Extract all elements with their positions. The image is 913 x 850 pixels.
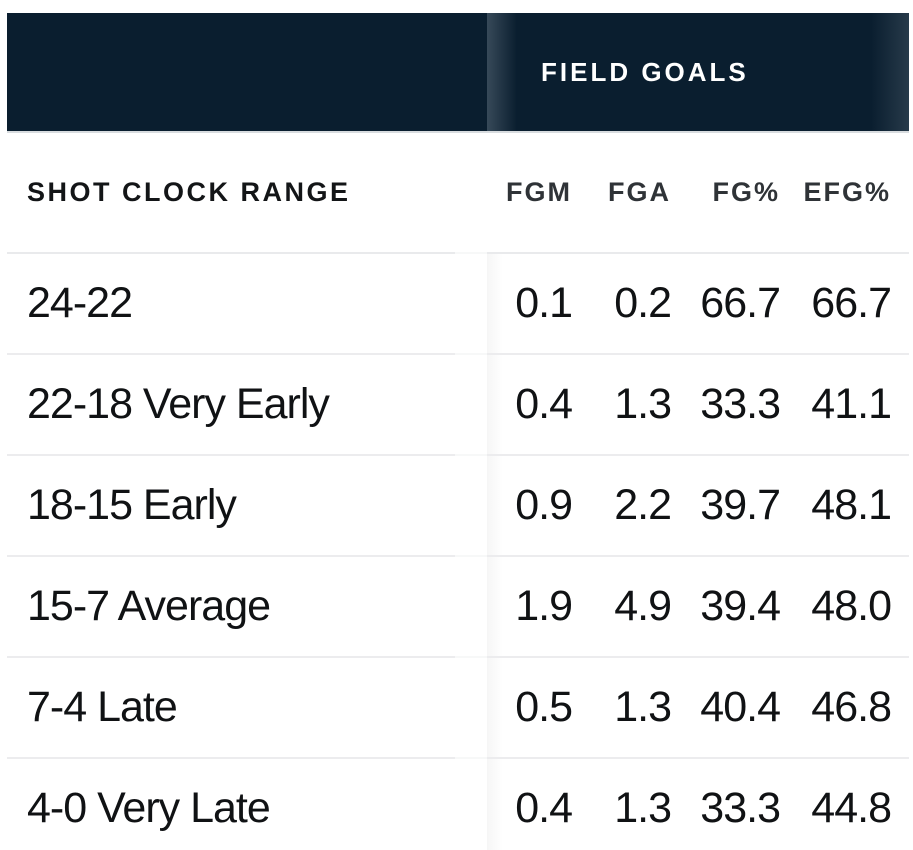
cell-fga: 1.3 <box>614 683 672 731</box>
table-row: 15-7 Average 1.9 4.9 39.4 48.0 <box>7 557 909 658</box>
cell-fga: 2.2 <box>614 481 672 529</box>
row-stats-cell: 0.9 2.2 39.7 48.1 <box>487 456 909 557</box>
cell-efg-pct: 46.8 <box>811 683 892 731</box>
cell-efg-pct: 41.1 <box>811 380 892 428</box>
cell-fga: 1.3 <box>614 784 672 832</box>
cell-fga: 4.9 <box>614 582 672 630</box>
group-header-gap <box>455 13 487 133</box>
col-header-fg-pct[interactable]: FG% <box>712 177 780 207</box>
row-stats-cell: 0.4 1.3 33.3 41.1 <box>487 355 909 456</box>
cell-fga: 1.3 <box>614 380 672 428</box>
cell-fg-pct: 40.4 <box>700 683 781 731</box>
row-label: 15-7 Average <box>27 582 271 630</box>
row-stats-cell: 0.4 1.3 33.3 44.8 <box>487 759 909 850</box>
table-row: 24-22 0.1 0.2 66.7 66.7 <box>7 254 909 355</box>
table-row: 7-4 Late 0.5 1.3 40.4 46.8 <box>7 658 909 759</box>
column-gap <box>455 133 487 254</box>
row-label: 22-18 Very Early <box>27 380 330 428</box>
cell-fg-pct: 33.3 <box>700 784 781 832</box>
cell-fg-pct: 33.3 <box>700 380 781 428</box>
table-row: 4-0 Very Late 0.4 1.3 33.3 44.8 <box>7 759 909 850</box>
col-header-efg-pct[interactable]: EFG% <box>803 177 891 207</box>
cell-efg-pct: 48.1 <box>811 481 892 529</box>
group-header-bar: FIELD GOALS <box>7 13 909 133</box>
stat-headers-cell: FGM FGA FG% EFG% <box>487 133 909 254</box>
cell-fgm: 0.4 <box>515 380 573 428</box>
row-stats-cell: 0.5 1.3 40.4 46.8 <box>487 658 909 759</box>
cell-fgm: 0.5 <box>515 683 573 731</box>
column-header-row: SHOT CLOCK RANGE FGM FGA FG% EFG% <box>7 133 909 254</box>
row-label: 24-22 <box>27 279 133 327</box>
cell-efg-pct: 44.8 <box>811 784 892 832</box>
column-gap <box>455 456 487 557</box>
row-label-cell: 22-18 Very Early <box>7 355 455 456</box>
row-label-cell: 15-7 Average <box>7 557 455 658</box>
row-label-cell: 7-4 Late <box>7 658 455 759</box>
col-header-fga[interactable]: FGA <box>608 177 671 207</box>
row-label: 7-4 Late <box>27 683 178 731</box>
row-header-cell: SHOT CLOCK RANGE <box>7 133 455 254</box>
column-gap <box>455 254 487 355</box>
table-row: 18-15 Early 0.9 2.2 39.7 48.1 <box>7 456 909 557</box>
cell-fg-pct: 66.7 <box>700 279 781 327</box>
field-goals-title: FIELD GOALS <box>541 56 749 87</box>
col-header-fgm[interactable]: FGM <box>506 177 572 207</box>
shot-clock-table: FIELD GOALS SHOT CLOCK RANGE FGM FGA FG%… <box>7 13 909 850</box>
row-stats-cell: 1.9 4.9 39.4 48.0 <box>487 557 909 658</box>
row-label-cell: 4-0 Very Late <box>7 759 455 850</box>
column-gap <box>455 658 487 759</box>
cell-fgm: 0.4 <box>515 784 573 832</box>
row-label: 4-0 Very Late <box>27 784 271 832</box>
row-label: 18-15 Early <box>27 481 237 529</box>
field-goals-group-header: FIELD GOALS <box>487 13 909 133</box>
group-header-left-spacer <box>7 13 455 133</box>
cell-fga: 0.2 <box>614 279 672 327</box>
cell-fgm: 0.9 <box>515 481 573 529</box>
cell-fg-pct: 39.7 <box>700 481 781 529</box>
row-label-cell: 24-22 <box>7 254 455 355</box>
cell-fgm: 1.9 <box>515 582 573 630</box>
cell-efg-pct: 66.7 <box>811 279 892 327</box>
cell-fg-pct: 39.4 <box>700 582 781 630</box>
cell-fgm: 0.1 <box>515 279 573 327</box>
column-gap <box>455 759 487 850</box>
row-label-cell: 18-15 Early <box>7 456 455 557</box>
table-row: 22-18 Very Early 0.4 1.3 33.3 41.1 <box>7 355 909 456</box>
col-header-shot-clock-range[interactable]: SHOT CLOCK RANGE <box>27 177 351 207</box>
row-stats-cell: 0.1 0.2 66.7 66.7 <box>487 254 909 355</box>
column-gap <box>455 355 487 456</box>
cell-efg-pct: 48.0 <box>811 582 892 630</box>
column-gap <box>455 557 487 658</box>
